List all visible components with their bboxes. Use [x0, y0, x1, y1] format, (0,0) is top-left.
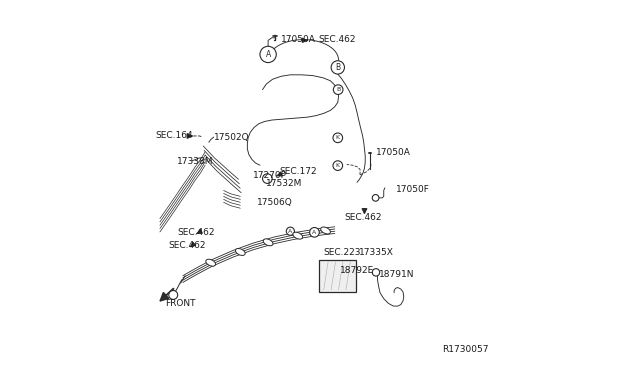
Text: 17050A: 17050A	[376, 148, 410, 157]
Text: 17338M: 17338M	[177, 157, 214, 166]
Circle shape	[310, 228, 319, 237]
Circle shape	[286, 227, 294, 235]
Text: SEC.462: SEC.462	[168, 241, 205, 250]
FancyBboxPatch shape	[319, 260, 356, 292]
Text: SEC.462: SEC.462	[318, 35, 356, 44]
Text: B: B	[335, 63, 340, 72]
Text: A: A	[312, 230, 317, 235]
Text: 17050F: 17050F	[396, 185, 430, 194]
Ellipse shape	[206, 259, 216, 266]
Circle shape	[372, 195, 379, 201]
Circle shape	[169, 291, 178, 299]
Text: 17506Q: 17506Q	[257, 198, 292, 207]
Text: FRONT: FRONT	[165, 299, 196, 308]
Text: R1730057: R1730057	[442, 345, 489, 354]
Text: SEC.462: SEC.462	[177, 228, 215, 237]
Text: K: K	[336, 135, 340, 140]
Circle shape	[260, 46, 276, 62]
Text: SEC.164: SEC.164	[155, 131, 193, 141]
Circle shape	[333, 85, 343, 94]
Text: 17502Q: 17502Q	[214, 133, 250, 142]
Text: 17270P: 17270P	[253, 171, 287, 180]
Ellipse shape	[236, 248, 245, 256]
Text: 17335X: 17335X	[359, 248, 394, 257]
Text: A: A	[266, 50, 271, 59]
Text: SEC.462: SEC.462	[344, 213, 381, 222]
Ellipse shape	[293, 232, 303, 239]
Ellipse shape	[321, 227, 330, 234]
Circle shape	[262, 174, 272, 183]
Circle shape	[333, 133, 342, 142]
Circle shape	[372, 269, 380, 276]
Text: 17532M: 17532M	[266, 179, 303, 187]
Text: A: A	[288, 229, 292, 234]
Ellipse shape	[263, 239, 273, 246]
Text: 18792E: 18792E	[340, 266, 374, 275]
Text: K: K	[336, 163, 340, 168]
Circle shape	[331, 61, 344, 74]
Circle shape	[333, 161, 342, 170]
Text: B: B	[336, 87, 340, 92]
Text: 17050A: 17050A	[281, 35, 316, 44]
Text: SEC.172: SEC.172	[279, 167, 317, 176]
Text: 18791N: 18791N	[380, 270, 415, 279]
Text: SEC.223: SEC.223	[324, 248, 361, 257]
